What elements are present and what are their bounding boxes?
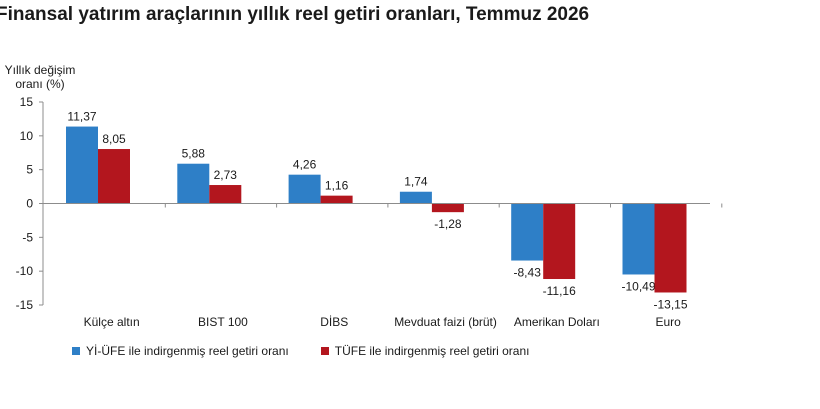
legend-item-yiufe: Yİ-ÜFE ile indirgenmiş reel getiri oranı [72,344,289,358]
data-label: 5,88 [182,147,206,161]
y-tick-label: 10 [20,129,34,143]
data-label: -8,43 [514,266,542,280]
bar [209,185,242,204]
bar [399,191,432,204]
bar [288,174,321,204]
x-tick-label: Euro [655,315,681,329]
legend-swatch-yiufe [72,347,80,355]
data-label: 1,16 [325,179,349,193]
chart-title: Finansal yatırım araçlarının yıllık reel… [0,4,590,25]
x-tick-label: Külçe altın [84,315,140,329]
y-axis-label: Yıllık değişim oranı (%) [4,63,76,91]
legend-item-tufe: TÜFE ile indirgenmiş reel getiri oranı [320,344,530,358]
legend-label-yiufe: Yİ-ÜFE ile indirgenmiş reel getiri oranı [86,344,289,358]
x-tick-label: BIST 100 [198,315,248,329]
bar [177,163,210,204]
data-label: 11,37 [67,110,96,124]
y-tick-label: 0 [26,197,33,211]
y-tick-label: 15 [20,95,34,109]
bar [654,203,687,293]
data-label: -10,49 [621,279,655,293]
y-tick-label: -15 [16,298,34,312]
bar [98,149,130,204]
x-tick-label: Amerikan Doları [514,315,600,329]
legend-label-tufe: TÜFE ile indirgenmiş reel getiri oranı [334,344,530,358]
bar [320,195,353,204]
bar [543,203,576,280]
bar [511,203,544,261]
bar [431,203,464,213]
x-tick-label: DİBS [320,315,348,329]
data-label: -13,15 [653,297,687,311]
legend: Yİ-ÜFE ile indirgenmiş reel getiri oranı… [72,344,562,358]
legend-swatch-tufe [320,347,329,355]
y-tick-label: -5 [22,230,33,244]
data-label: 1,74 [404,175,428,189]
y-tick-label: 5 [26,163,33,177]
bar [66,126,98,204]
data-label: -1,28 [434,217,462,231]
data-label: 2,73 [214,168,238,182]
data-label: -11,16 [543,284,576,298]
data-label: 4,26 [293,158,317,172]
data-label: 8,05 [102,132,126,146]
y-tick-label: -10 [16,264,34,278]
x-tick-label: Mevduat faizi (brüt) [394,315,497,329]
bar [622,203,655,275]
